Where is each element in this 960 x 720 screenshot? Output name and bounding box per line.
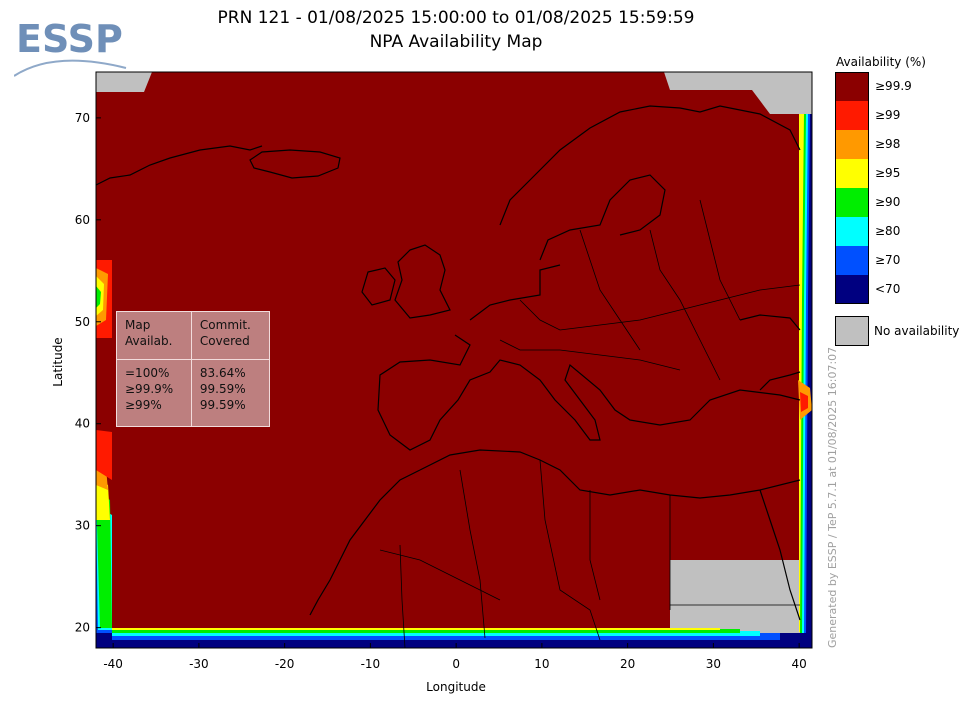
x-tick-label: -10: [361, 657, 381, 671]
y-tick-label: 40: [75, 417, 90, 431]
x-tick-label: -30: [189, 657, 209, 671]
legend-label-no-availability: No availability: [874, 324, 960, 338]
no-availability-region-ne: [664, 72, 812, 114]
legend-label: ≥80: [875, 224, 901, 238]
scandinavia-coast: [499, 105, 801, 226]
black-sea-south-coast: [759, 371, 801, 391]
west-edge-degradation: [96, 260, 112, 648]
country-borders: [379, 199, 801, 648]
west-africa-coast: [309, 469, 421, 616]
plot-frame: [95, 71, 813, 649]
x-tick-label: 20: [620, 657, 635, 671]
legend-title: Availability (%): [836, 55, 926, 69]
logo-text: ESSP: [16, 17, 123, 61]
no-availability-region-se: [670, 560, 812, 648]
x-tick-label: -40: [103, 657, 123, 671]
header-line: Covered: [199, 334, 250, 348]
header-line: Map: [125, 318, 151, 332]
mediterranean-north-coast: [377, 334, 801, 451]
x-tick-label: 0: [452, 657, 460, 671]
stats-header-commit-covered: Commit. Covered: [190, 310, 271, 361]
map-title: PRN 121 - 01/08/2025 15:00:00 to 01/08/2…: [217, 8, 695, 28]
value-cell: 83.64%: [199, 366, 246, 381]
x-tick-label: 10: [534, 657, 549, 671]
iceland-coast: [249, 149, 341, 179]
border-line: [589, 490, 601, 601]
y-tick-label: 30: [75, 519, 90, 533]
legend-label: ≥90: [875, 195, 901, 209]
coverage-stats-table: Map Availab. Commit. Covered =100% ≥99.9…: [116, 310, 271, 427]
value-cell: 99.59%: [199, 382, 246, 397]
border-line: [459, 469, 486, 639]
header-line: Availab.: [125, 334, 173, 348]
stats-values-row: =100% ≥99.9% ≥99% 83.64% 99.59% 99.59%: [116, 359, 271, 427]
stats-levels: =100% ≥99.9% ≥99%: [116, 359, 192, 427]
header-line: Commit.: [199, 318, 251, 332]
coastlines: [96, 105, 801, 621]
legend-label: ≥95: [875, 166, 901, 180]
legend-swatch: [835, 217, 869, 246]
level-cell: ≥99%: [125, 398, 162, 413]
legend-label: ≥99.9: [875, 79, 912, 93]
border-line: [519, 284, 801, 331]
north-africa-coast: [419, 449, 801, 499]
legend-swatch: [835, 246, 869, 275]
y-tick-label: 70: [75, 111, 90, 125]
legend-frame: [835, 72, 869, 304]
legend-swatch: [835, 188, 869, 217]
essp-logo-graphic: ESSP: [13, 17, 127, 77]
legend-swatch: [835, 130, 869, 159]
level-cell: =100%: [125, 366, 170, 381]
legend-label: ≥70: [875, 253, 901, 267]
legend-label: ≥98: [875, 137, 901, 151]
x-axis-label: Longitude: [426, 680, 486, 694]
greenland-coast: [96, 145, 263, 186]
border-line: [539, 459, 601, 641]
ireland-coast: [361, 267, 396, 306]
stats-header-map-availability: Map Availab.: [116, 310, 192, 361]
red-sea-coast: [759, 489, 801, 621]
north-sea-coast: [469, 264, 561, 321]
border-line: [699, 199, 741, 321]
x-tick-label: 30: [706, 657, 721, 671]
border-line: [649, 229, 721, 381]
border-line: [579, 229, 641, 351]
map-subtitle: NPA Availability Map: [369, 32, 543, 52]
no-availability-region-nw: [96, 72, 152, 92]
y-axis-label: Latitude: [51, 337, 65, 387]
legend-swatch: [835, 275, 869, 304]
y-tick-label: 50: [75, 315, 90, 329]
baltic-coast: [539, 174, 666, 261]
y-tick-label: 60: [75, 213, 90, 227]
x-tick-label: 40: [791, 657, 806, 671]
border-line: [399, 544, 406, 648]
legend-label: <70: [875, 282, 901, 296]
y-tick-label: 20: [75, 621, 90, 635]
border-line: [499, 339, 681, 371]
legend-swatch-no-availability: [835, 316, 869, 346]
stats-values: 83.64% 99.59% 99.59%: [190, 359, 271, 427]
stats-header-row: Map Availab. Commit. Covered: [116, 310, 271, 361]
x-tick-label: -20: [275, 657, 295, 671]
essp-logo: ESSP: [13, 14, 134, 78]
great-britain-coast: [394, 244, 451, 319]
legend-swatch: [835, 101, 869, 130]
east-edge-degradation: [798, 114, 812, 648]
black-sea-north-coast: [739, 314, 801, 331]
value-cell: 99.59%: [199, 398, 246, 413]
generated-by-footer: Generated by ESSP / TeP 5.7.1 at 01/08/2…: [826, 346, 839, 648]
x-axis-ticks: -40 -30 -20 -10 0 10 20 30 40: [103, 643, 807, 671]
y-axis-ticks: 20 30 40 50 60 70: [75, 111, 101, 635]
south-edge-degradation: [96, 628, 812, 648]
legend-swatch: [835, 159, 869, 188]
legend-label: ≥99: [875, 108, 901, 122]
legend-swatch: [835, 72, 869, 101]
level-cell: ≥99.9%: [125, 382, 174, 397]
